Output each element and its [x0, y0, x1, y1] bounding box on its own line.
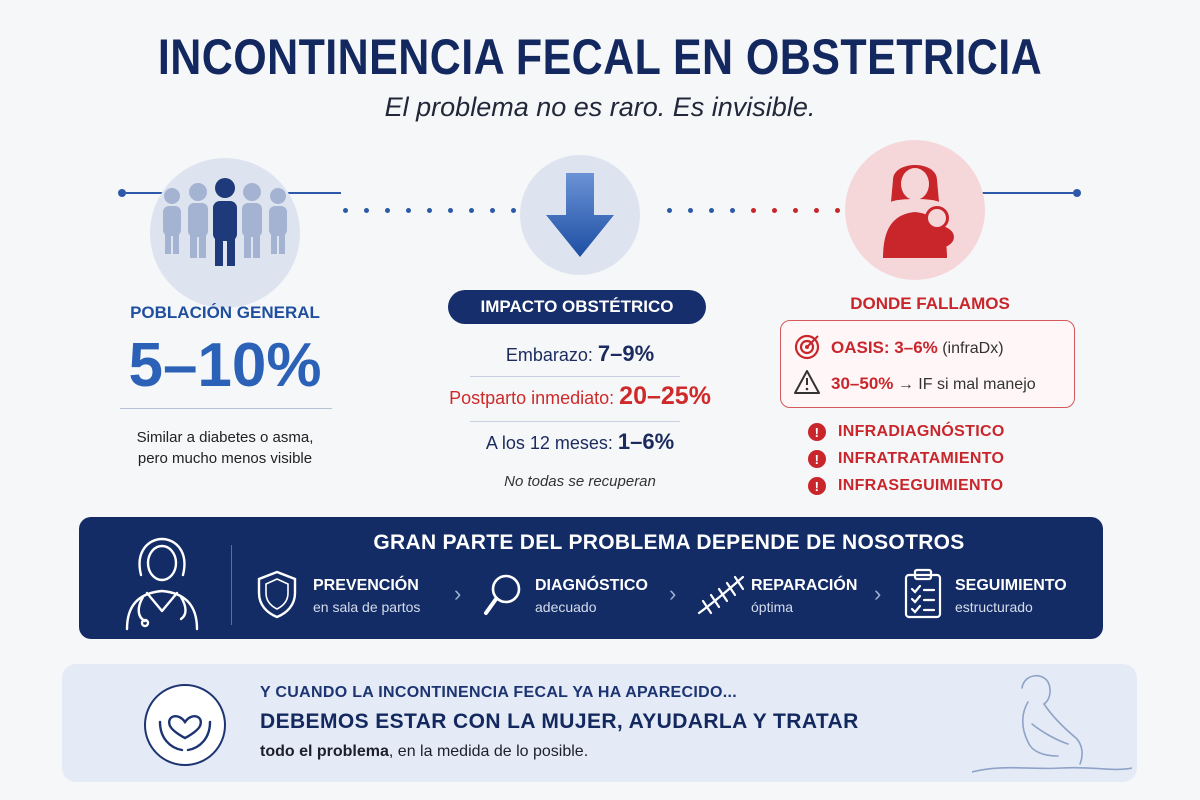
mother-baby-icon — [883, 165, 954, 258]
step-diagnosis: DIAGNÓSTICO adecuado — [535, 577, 648, 615]
failures-label: DONDE FALLAMOS — [850, 294, 1010, 313]
clipboard-icon — [904, 568, 942, 619]
subtitle-row: El problema no es raro. Es invisible. — [0, 88, 1200, 197]
exclamation-icon: ! — [808, 477, 826, 495]
step-follow-up: SEGUIMIENTO estructurado — [955, 577, 1067, 615]
support-line2: DEBEMOS ESTAR CON LA MUJER, AYUDARLA Y T… — [260, 710, 859, 733]
warning-icon — [794, 370, 820, 394]
target-icon — [794, 334, 820, 360]
support-line3-bold: todo el problema — [260, 743, 389, 760]
impact-line-value: 7–9% — [597, 341, 655, 366]
failure-icon-circle — [845, 140, 985, 280]
doctor-icon — [125, 537, 199, 631]
support-line3-rest: , en la medida de lo posible. — [388, 743, 589, 760]
failure-item-label: INFRASEGUIMIENTO — [838, 477, 1004, 494]
failure-item-label: INFRATRATAMIENTO — [838, 450, 1005, 467]
arrow-down-icon — [546, 173, 614, 257]
failure-item-label: INFRADIAGNÓSTICO — [838, 423, 1005, 440]
divider — [470, 376, 680, 377]
population-note-line1: Similar a diabetes o asma, — [136, 429, 314, 446]
responsibility-band: GRAN PARTE DEL PROBLEMA DEPENDE DE NOSOT… — [79, 517, 1103, 639]
oasis-note: (infraDx) — [942, 340, 1004, 357]
impact-line-value: 20–25% — [619, 382, 711, 410]
step-repair: REPARACIÓN óptima — [751, 577, 857, 615]
connector-dots-left — [343, 208, 516, 213]
divider — [470, 421, 680, 422]
step-subtitle: óptima — [751, 599, 794, 615]
failure-item: ! INFRADIAGNÓSTICO — [808, 423, 1005, 441]
mismanage-row: 30–50% → IF si mal manejo — [831, 374, 1036, 394]
population-value: 5–10% — [128, 331, 322, 400]
rule-dot-right — [1073, 189, 1081, 197]
support-line1: Y CUANDO LA INCONTINENCIA FECAL YA HA AP… — [260, 684, 737, 701]
chevron-right-icon: › — [874, 581, 882, 606]
impact-icon-circle — [520, 155, 640, 275]
impact-line-postpartum: Postparto inmediato: 20–25% — [400, 382, 760, 411]
population-icon-circle — [150, 158, 300, 308]
step-title: PREVENCIÓN — [313, 577, 419, 594]
support-panel: Y CUANDO LA INCONTINENCIA FECAL YA HA AP… — [62, 664, 1137, 782]
impact-label: IMPACTO OBSTÉTRICO — [448, 290, 706, 324]
connector-dots-right — [667, 208, 840, 213]
population-label: POBLACIÓN GENERAL — [130, 303, 320, 322]
step-title: SEGUIMIENTO — [955, 577, 1067, 594]
impact-line-label: A los 12 meses: — [485, 433, 613, 453]
step-title: DIAGNÓSTICO — [535, 577, 648, 594]
population-note-line2: pero mucho menos visible — [137, 450, 313, 467]
magnifier-icon — [484, 574, 521, 615]
divider — [231, 545, 232, 625]
band-title: GRAN PARTE DEL PROBLEMA DEPENDE DE NOSOT… — [373, 531, 965, 554]
step-subtitle: adecuado — [535, 599, 597, 615]
failure-item: ! INFRASEGUIMIENTO — [808, 477, 1003, 495]
step-prevention: PREVENCIÓN en sala de partos — [313, 577, 420, 615]
chevron-right-icon: › — [454, 581, 462, 606]
mismanage-note: → IF si mal manejo — [897, 376, 1036, 393]
woman-silhouette-icon — [972, 675, 1132, 773]
failure-item: ! INFRATRATAMIENTO — [808, 450, 1004, 468]
divider — [120, 408, 332, 409]
impact-line-value: 1–6% — [617, 429, 675, 454]
exclamation-icon: ! — [808, 450, 826, 468]
oasis-label: OASIS: 3–6% — [831, 338, 938, 357]
population-note: Similar a diabetes o asma, pero mucho me… — [100, 427, 350, 469]
suture-icon — [697, 575, 745, 615]
chevron-right-icon: › — [669, 581, 677, 606]
mismanage-label: 30–50% — [831, 374, 894, 393]
step-subtitle: en sala de partos — [313, 599, 421, 615]
failures-box: OASIS: 3–6% (infraDx) 30–50% → IF si mal… — [780, 320, 1075, 408]
oasis-row: OASIS: 3–6% (infraDx) — [831, 338, 1004, 358]
support-line3: todo el problema, en la medida de lo pos… — [260, 743, 588, 761]
page-title: INCONTINENCIA FECAL EN OBSTETRICIA — [157, 29, 1043, 85]
impact-line-label: Postparto inmediato: — [449, 388, 615, 408]
shield-icon — [257, 570, 297, 619]
rule-dot-left — [118, 189, 126, 197]
people-group-icon — [163, 178, 287, 266]
step-subtitle: estructurado — [955, 599, 1033, 615]
step-title: REPARACIÓN — [751, 577, 858, 594]
impact-note: No todas se recuperan — [504, 473, 656, 490]
exclamation-icon: ! — [808, 423, 826, 441]
subtitle: El problema no es raro. Es invisible. — [384, 92, 816, 122]
impact-line-label: Embarazo: — [505, 345, 593, 365]
heart-hands-icon — [144, 684, 226, 766]
impact-line-12-months: A los 12 meses: 1–6% — [400, 429, 760, 455]
impact-line-pregnancy: Embarazo: 7–9% — [400, 341, 760, 367]
